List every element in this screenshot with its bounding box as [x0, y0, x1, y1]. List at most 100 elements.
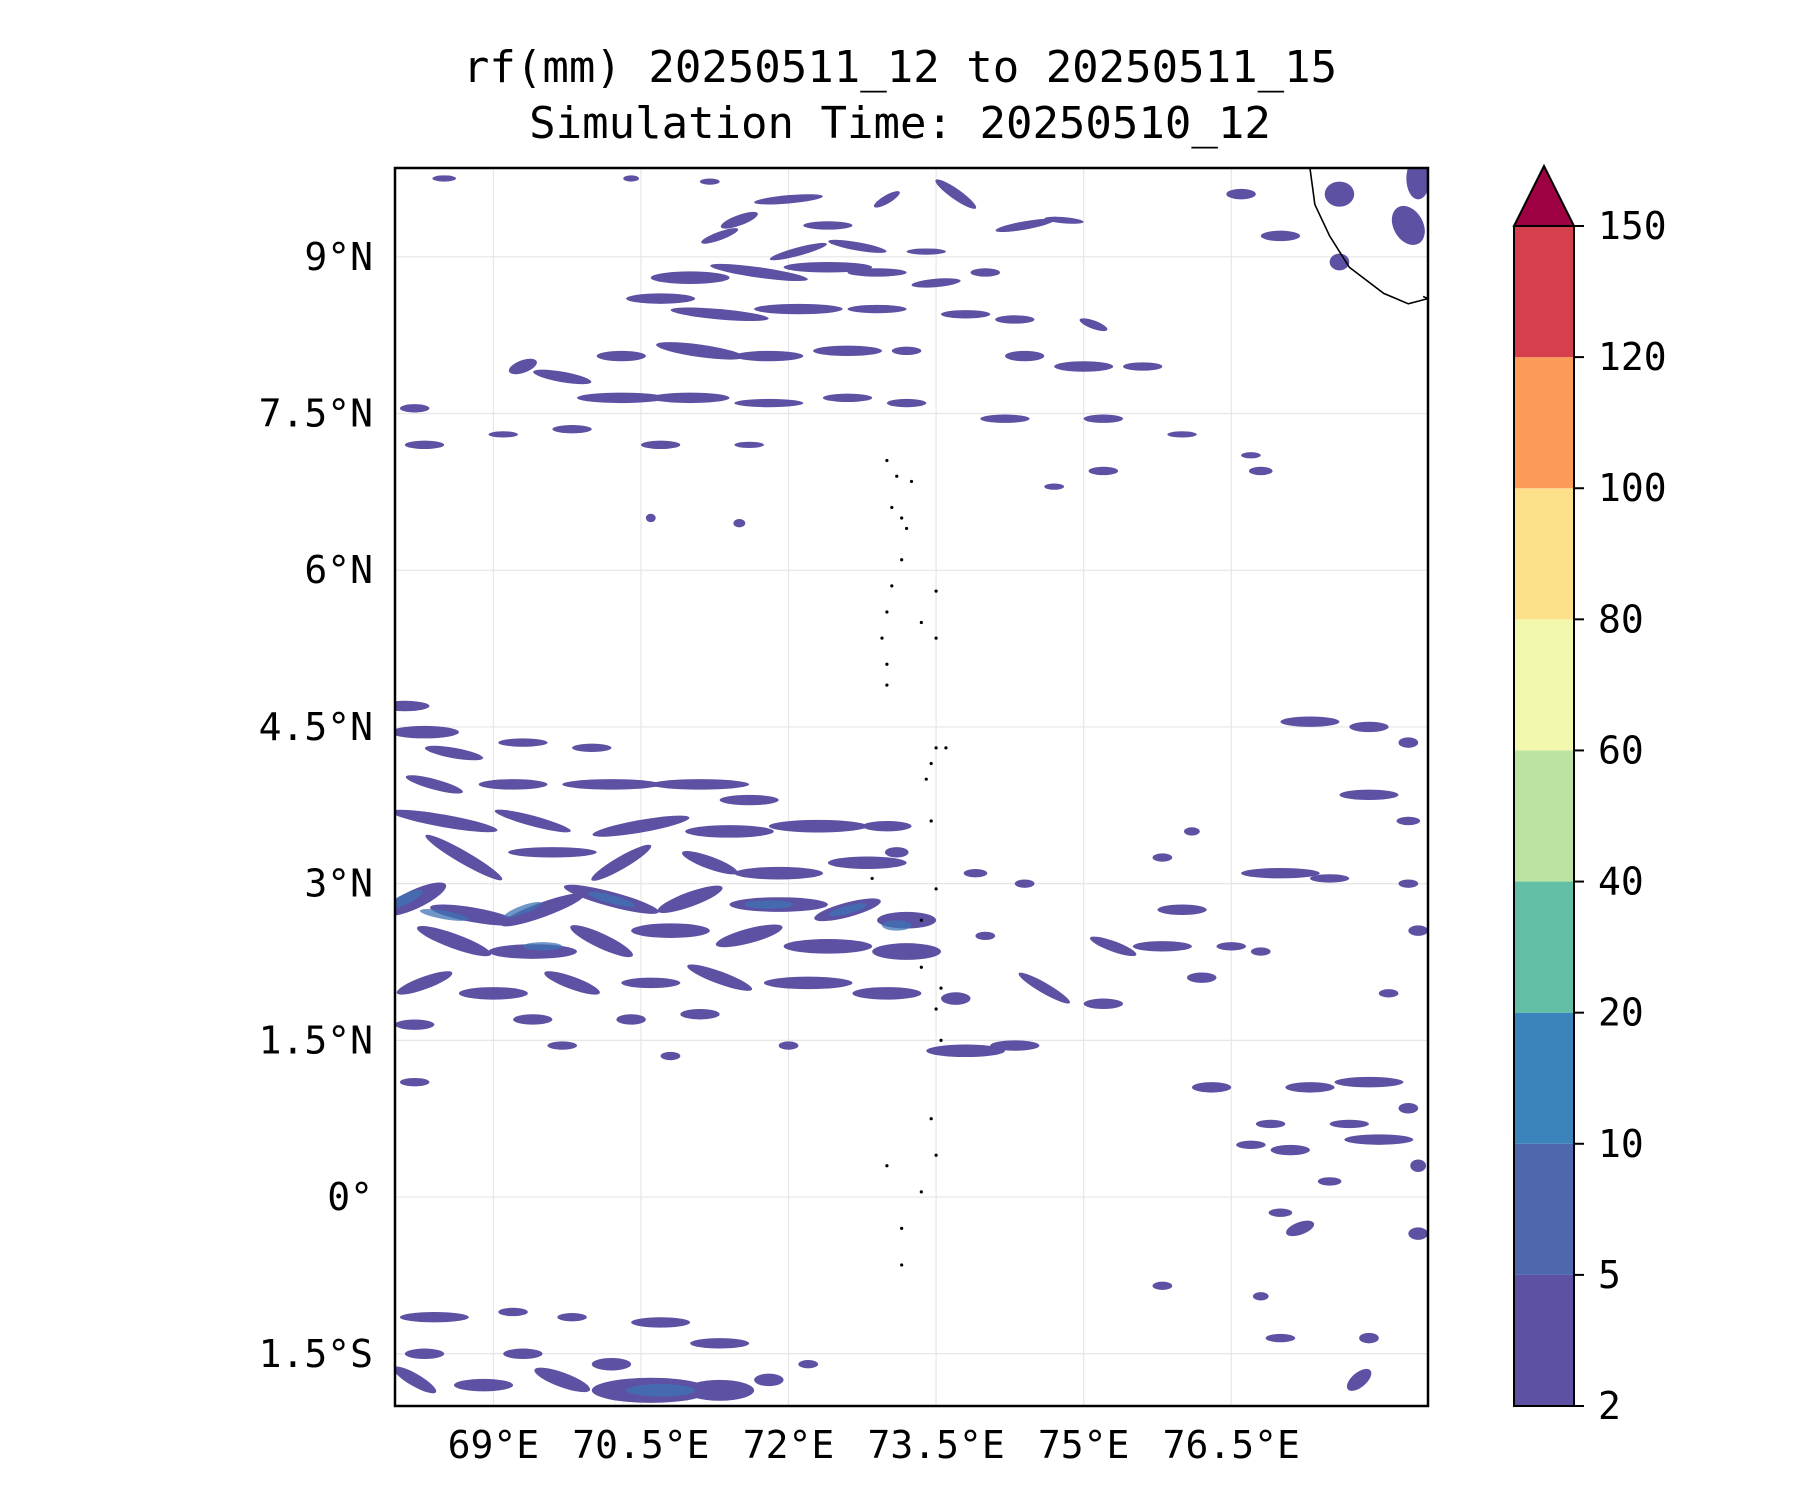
rain-cell	[660, 1051, 681, 1061]
atoll-dot	[939, 1038, 943, 1042]
rain-cell	[657, 885, 723, 913]
rain-cell	[1083, 998, 1124, 1010]
rain-cell	[1396, 816, 1421, 826]
india-coastline	[1309, 168, 1428, 305]
rain-cell	[911, 278, 961, 288]
colorbar-segment	[1514, 1012, 1574, 1144]
colorbar-segment	[1514, 488, 1574, 620]
rain-cell	[970, 268, 1001, 277]
rain-cell	[941, 992, 971, 1005]
atoll-dot	[885, 662, 889, 666]
rain-cell	[616, 1014, 646, 1025]
rain-cell	[798, 1360, 819, 1369]
rain-cell	[783, 939, 873, 954]
rain-cell	[557, 1313, 587, 1322]
rain-cell	[500, 893, 585, 927]
rain-cell	[763, 976, 853, 990]
rain-cell	[1398, 879, 1419, 888]
rain-cell	[734, 866, 823, 880]
rain-cell	[710, 263, 808, 282]
rain-cell	[1280, 716, 1340, 727]
atoll-dot	[939, 986, 943, 990]
rain-cell	[1152, 1281, 1173, 1291]
rain-cell	[719, 794, 779, 806]
rain-cell	[1317, 1177, 1342, 1186]
rain-cell	[621, 977, 681, 989]
rain-cell	[1152, 853, 1173, 862]
rain-cell	[685, 825, 774, 838]
colorbar-segment	[1514, 881, 1574, 1013]
colorbar-label: 10	[1598, 1122, 1644, 1166]
rain-cell	[975, 931, 996, 941]
rain-cell	[416, 925, 492, 957]
atoll-dot	[909, 479, 914, 484]
rain-cell	[1309, 874, 1350, 883]
colorbar-segment	[1514, 226, 1574, 358]
rain-cell	[935, 179, 977, 209]
lon-tick-label: 70.5°E	[572, 1423, 709, 1467]
rain-cell	[852, 987, 922, 1000]
rainfall-contours	[395, 168, 1428, 1403]
colorbar-extend-arrow	[1512, 163, 1576, 227]
rain-cell	[778, 1041, 799, 1050]
colorbar-segment	[1514, 1274, 1574, 1406]
colorbar-label: 20	[1598, 991, 1644, 1035]
rain-cell	[503, 1348, 543, 1359]
atoll-dot	[929, 761, 933, 766]
atoll-dot	[900, 1226, 904, 1230]
rain-cell	[754, 1373, 784, 1387]
rain-cell	[404, 1348, 445, 1359]
rain-cell	[995, 218, 1054, 233]
rain-cell	[399, 404, 430, 413]
rain-cell	[1398, 1103, 1419, 1114]
atoll-dot	[929, 819, 933, 823]
rain-cell	[862, 820, 912, 832]
rain-cell	[734, 350, 804, 362]
atoll-dot	[934, 636, 938, 640]
colorbar-segment	[1514, 357, 1574, 489]
rain-cell	[1054, 361, 1114, 372]
rain-cell	[1408, 1227, 1428, 1240]
atoll-dot	[895, 474, 899, 478]
rain-cell	[990, 1040, 1040, 1051]
colorbar-segment	[1514, 750, 1574, 882]
rain-cell	[1268, 1208, 1293, 1217]
rain-cell	[650, 779, 750, 790]
rain-cell	[488, 431, 518, 438]
coastline	[870, 168, 1428, 1267]
rain-cell	[828, 239, 887, 253]
colorbar-label: 60	[1598, 728, 1644, 772]
rain-cell	[508, 358, 537, 375]
rain-cell	[1349, 721, 1389, 733]
rain-cell	[1157, 904, 1207, 915]
rain-cell	[399, 1077, 430, 1087]
rain-cell-heavy	[522, 942, 563, 951]
rain-cell	[827, 856, 907, 870]
atoll-dot	[900, 558, 904, 562]
rain-cell	[995, 315, 1035, 324]
rain-cell	[1324, 181, 1355, 207]
rain-cell	[562, 779, 661, 790]
rain-cell	[754, 194, 823, 205]
rain-cell	[645, 513, 656, 523]
rain-cell	[1378, 989, 1399, 998]
rain-cell	[1014, 879, 1035, 888]
rain-cell	[533, 369, 592, 385]
atoll-dot	[934, 589, 938, 593]
rain-cell-heavy	[881, 920, 912, 931]
lat-tick-label: 4.5°N	[259, 705, 373, 749]
rain-cell	[1241, 867, 1320, 879]
rain-cell	[813, 345, 882, 357]
atoll-dot	[924, 777, 928, 781]
rain-cell	[906, 248, 946, 255]
rain-cell	[699, 178, 720, 185]
lon-tick-label: 72°E	[743, 1423, 835, 1467]
rain-cell	[754, 303, 843, 315]
atoll-dot	[880, 636, 884, 640]
rain-cell	[577, 392, 666, 404]
rain-cell	[941, 310, 991, 319]
rain-cell	[685, 1379, 755, 1401]
rain-cell	[1339, 789, 1399, 801]
rain-cell	[1018, 972, 1071, 1004]
rain-cell	[1408, 925, 1428, 936]
